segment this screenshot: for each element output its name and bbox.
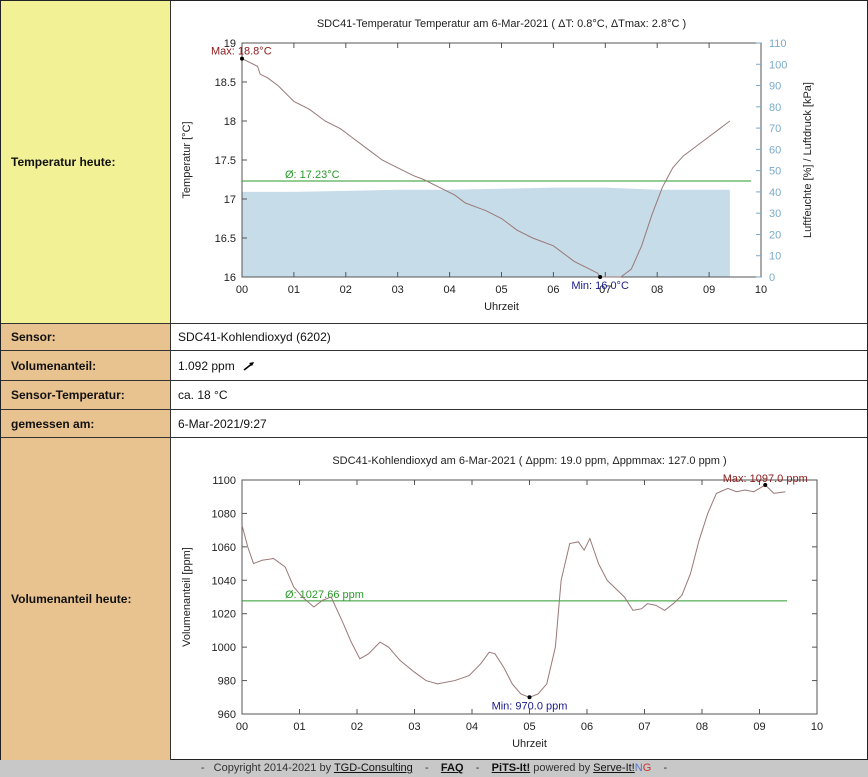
x-tick-label: 06	[581, 721, 593, 733]
label-temperature-today: Temperatur heute:	[1, 1, 171, 323]
max-label: Max: 1097.0 ppm	[723, 473, 808, 485]
value-sensor: SDC41-Kohlendioxyd (6202)	[178, 330, 331, 344]
y-tick-label: 19	[224, 38, 236, 50]
x-axis-label: Uhrzeit	[484, 301, 519, 313]
y-tick-label: 18.5	[215, 77, 236, 89]
y-tick-label: 16.5	[215, 233, 236, 245]
x-tick-label: 10	[755, 284, 767, 296]
y2-tick-label: 20	[769, 229, 781, 241]
y-tick-label: 18	[224, 116, 236, 128]
extreme-point	[763, 483, 768, 488]
label-volume-today: Volumenanteil heute:	[1, 438, 171, 760]
chart-title: SDC41-Temperatur Temperatur am 6-Mar-202…	[317, 18, 686, 30]
y-tick-label: 1100	[212, 475, 236, 487]
trend-arrow-icon	[243, 361, 255, 371]
y2-tick-label: 50	[769, 166, 781, 178]
y-axis-label: Volumenanteil [ppm]	[181, 547, 193, 647]
y2-tick-label: 30	[769, 208, 781, 220]
y2-axis-label: Luftfeuchte [%] / Luftdruck [kPa]	[802, 82, 814, 238]
y-tick-label: 960	[218, 709, 236, 721]
x-tick-label: 01	[293, 721, 305, 733]
footer: - Copyright 2014-2021 by TGD-Consulting …	[200, 762, 668, 774]
x-tick-label: 04	[466, 721, 478, 733]
x-tick-label: 05	[523, 721, 535, 733]
x-tick-label: 05	[495, 284, 507, 296]
y2-tick-label: 90	[769, 81, 781, 93]
x-tick-label: 03	[392, 284, 404, 296]
y-tick-label: 17.5	[215, 155, 236, 167]
row-temperature-today: Temperatur heute: 00 01 02 03 04 05 06 07 08 09 10…	[1, 1, 867, 324]
x-tick-label: 00	[236, 284, 248, 296]
footer-copyright: Copyright 2014-2021 by	[213, 762, 332, 774]
faq-link[interactable]: FAQ	[440, 762, 464, 774]
label-measured-at: gemessen am:	[1, 410, 171, 437]
x-tick-label: 08	[696, 721, 708, 733]
min-label: Min: 16.0°C	[571, 280, 629, 292]
y2-tick-label: 80	[769, 102, 781, 114]
y-tick-label: 1040	[212, 575, 236, 587]
x-axis-label: Uhrzeit	[512, 738, 547, 750]
co2-chart: 00 01 02 03 04 05 06 07 08 09 10 960 980 1000 1020 1040…	[181, 455, 823, 750]
min-label: Min: 970.0 ppm	[492, 700, 568, 712]
x-tick-label: 01	[288, 284, 300, 296]
x-tick-label: 00	[236, 721, 248, 733]
row-volume-share: Volumenanteil: 1.092 ppm	[1, 351, 867, 381]
row-measured-at: gemessen am: 6-Mar-2021/9:27	[1, 410, 867, 438]
label-sensor: Sensor:	[1, 324, 171, 350]
y-tick-label: 1080	[212, 508, 236, 520]
y-tick-label: 980	[218, 676, 236, 688]
chart-title: SDC41-Kohlendioxyd am 6-Mar-2021 ( Δppm:…	[332, 455, 726, 467]
y2-tick-label: 70	[769, 123, 781, 135]
value-volume-share-cell: 1.092 ppm	[172, 351, 867, 380]
series-line	[241, 58, 731, 278]
x-tick-label: 09	[753, 721, 765, 733]
extreme-point	[598, 275, 603, 279]
data-table: Temperatur heute: 00 01 02 03 04 05 06 07 08 09 10…	[0, 0, 868, 760]
humidity-area	[242, 187, 730, 277]
max-label: Max: 18.8°C	[211, 46, 272, 58]
value-measured-at: 6-Mar-2021/9:27	[178, 416, 267, 431]
x-tick-label: 02	[340, 284, 352, 296]
average-label: Ø: 1027.66 ppm	[285, 589, 364, 601]
x-tick-label: 03	[408, 721, 420, 733]
series-line	[241, 484, 786, 698]
footer-powered-by: powered by	[533, 762, 591, 774]
y-axis-label: Temperatur [°C]	[181, 121, 193, 198]
y2-tick-label: 100	[769, 59, 787, 71]
row-sensor-temperature: Sensor-Temperatur: ca. 18 °C	[1, 381, 867, 410]
extreme-point	[240, 56, 244, 61]
y2-tick-label: 40	[769, 187, 781, 199]
x-tick-label: 02	[351, 721, 363, 733]
x-tick-label: 09	[703, 284, 715, 296]
x-tick-label: 07	[599, 284, 611, 296]
y-tick-label: 1060	[212, 542, 236, 554]
y-tick-label: 16	[224, 272, 236, 284]
y-tick-label: 1000	[212, 642, 236, 654]
temperature-chart: 00 01 02 03 04 05 06 07 08 09 10 16 16.5 17 17.5 18 18.5…	[181, 18, 814, 313]
x-tick-label: 07	[638, 721, 650, 733]
x-tick-label: 04	[443, 284, 455, 296]
tgd-consulting-link[interactable]: TGD-Consulting	[333, 762, 413, 774]
x-tick-label: 06	[547, 284, 559, 296]
x-tick-label: 08	[651, 284, 663, 296]
y2-tick-label: 0	[769, 272, 775, 284]
value-sensor-temperature: ca. 18 °C	[178, 388, 228, 402]
row-volume-today: Volumenanteil heute: 00 01 02 03 04 05 06 07 08 0…	[1, 438, 867, 760]
pits-it-link[interactable]: PiTS-It!	[491, 762, 531, 774]
extreme-point	[527, 695, 532, 700]
y-tick-label: 1020	[212, 609, 236, 621]
label-volume-share: Volumenanteil:	[1, 351, 171, 380]
y2-tick-label: 110	[769, 38, 787, 50]
ng-logo: NG	[634, 762, 652, 774]
label-sensor-temperature: Sensor-Temperatur:	[1, 381, 171, 409]
y2-tick-label: 10	[769, 251, 781, 263]
x-tick-label: 10	[811, 721, 823, 733]
y-tick-label: 17	[224, 194, 236, 206]
y2-tick-label: 60	[769, 144, 781, 156]
average-label: Ø: 17.23°C	[285, 169, 340, 181]
serve-it-link[interactable]: Serve-It!	[593, 762, 635, 774]
row-sensor: Sensor: SDC41-Kohlendioxyd (6202)	[1, 324, 867, 351]
value-volume-share: 1.092 ppm	[178, 358, 235, 373]
